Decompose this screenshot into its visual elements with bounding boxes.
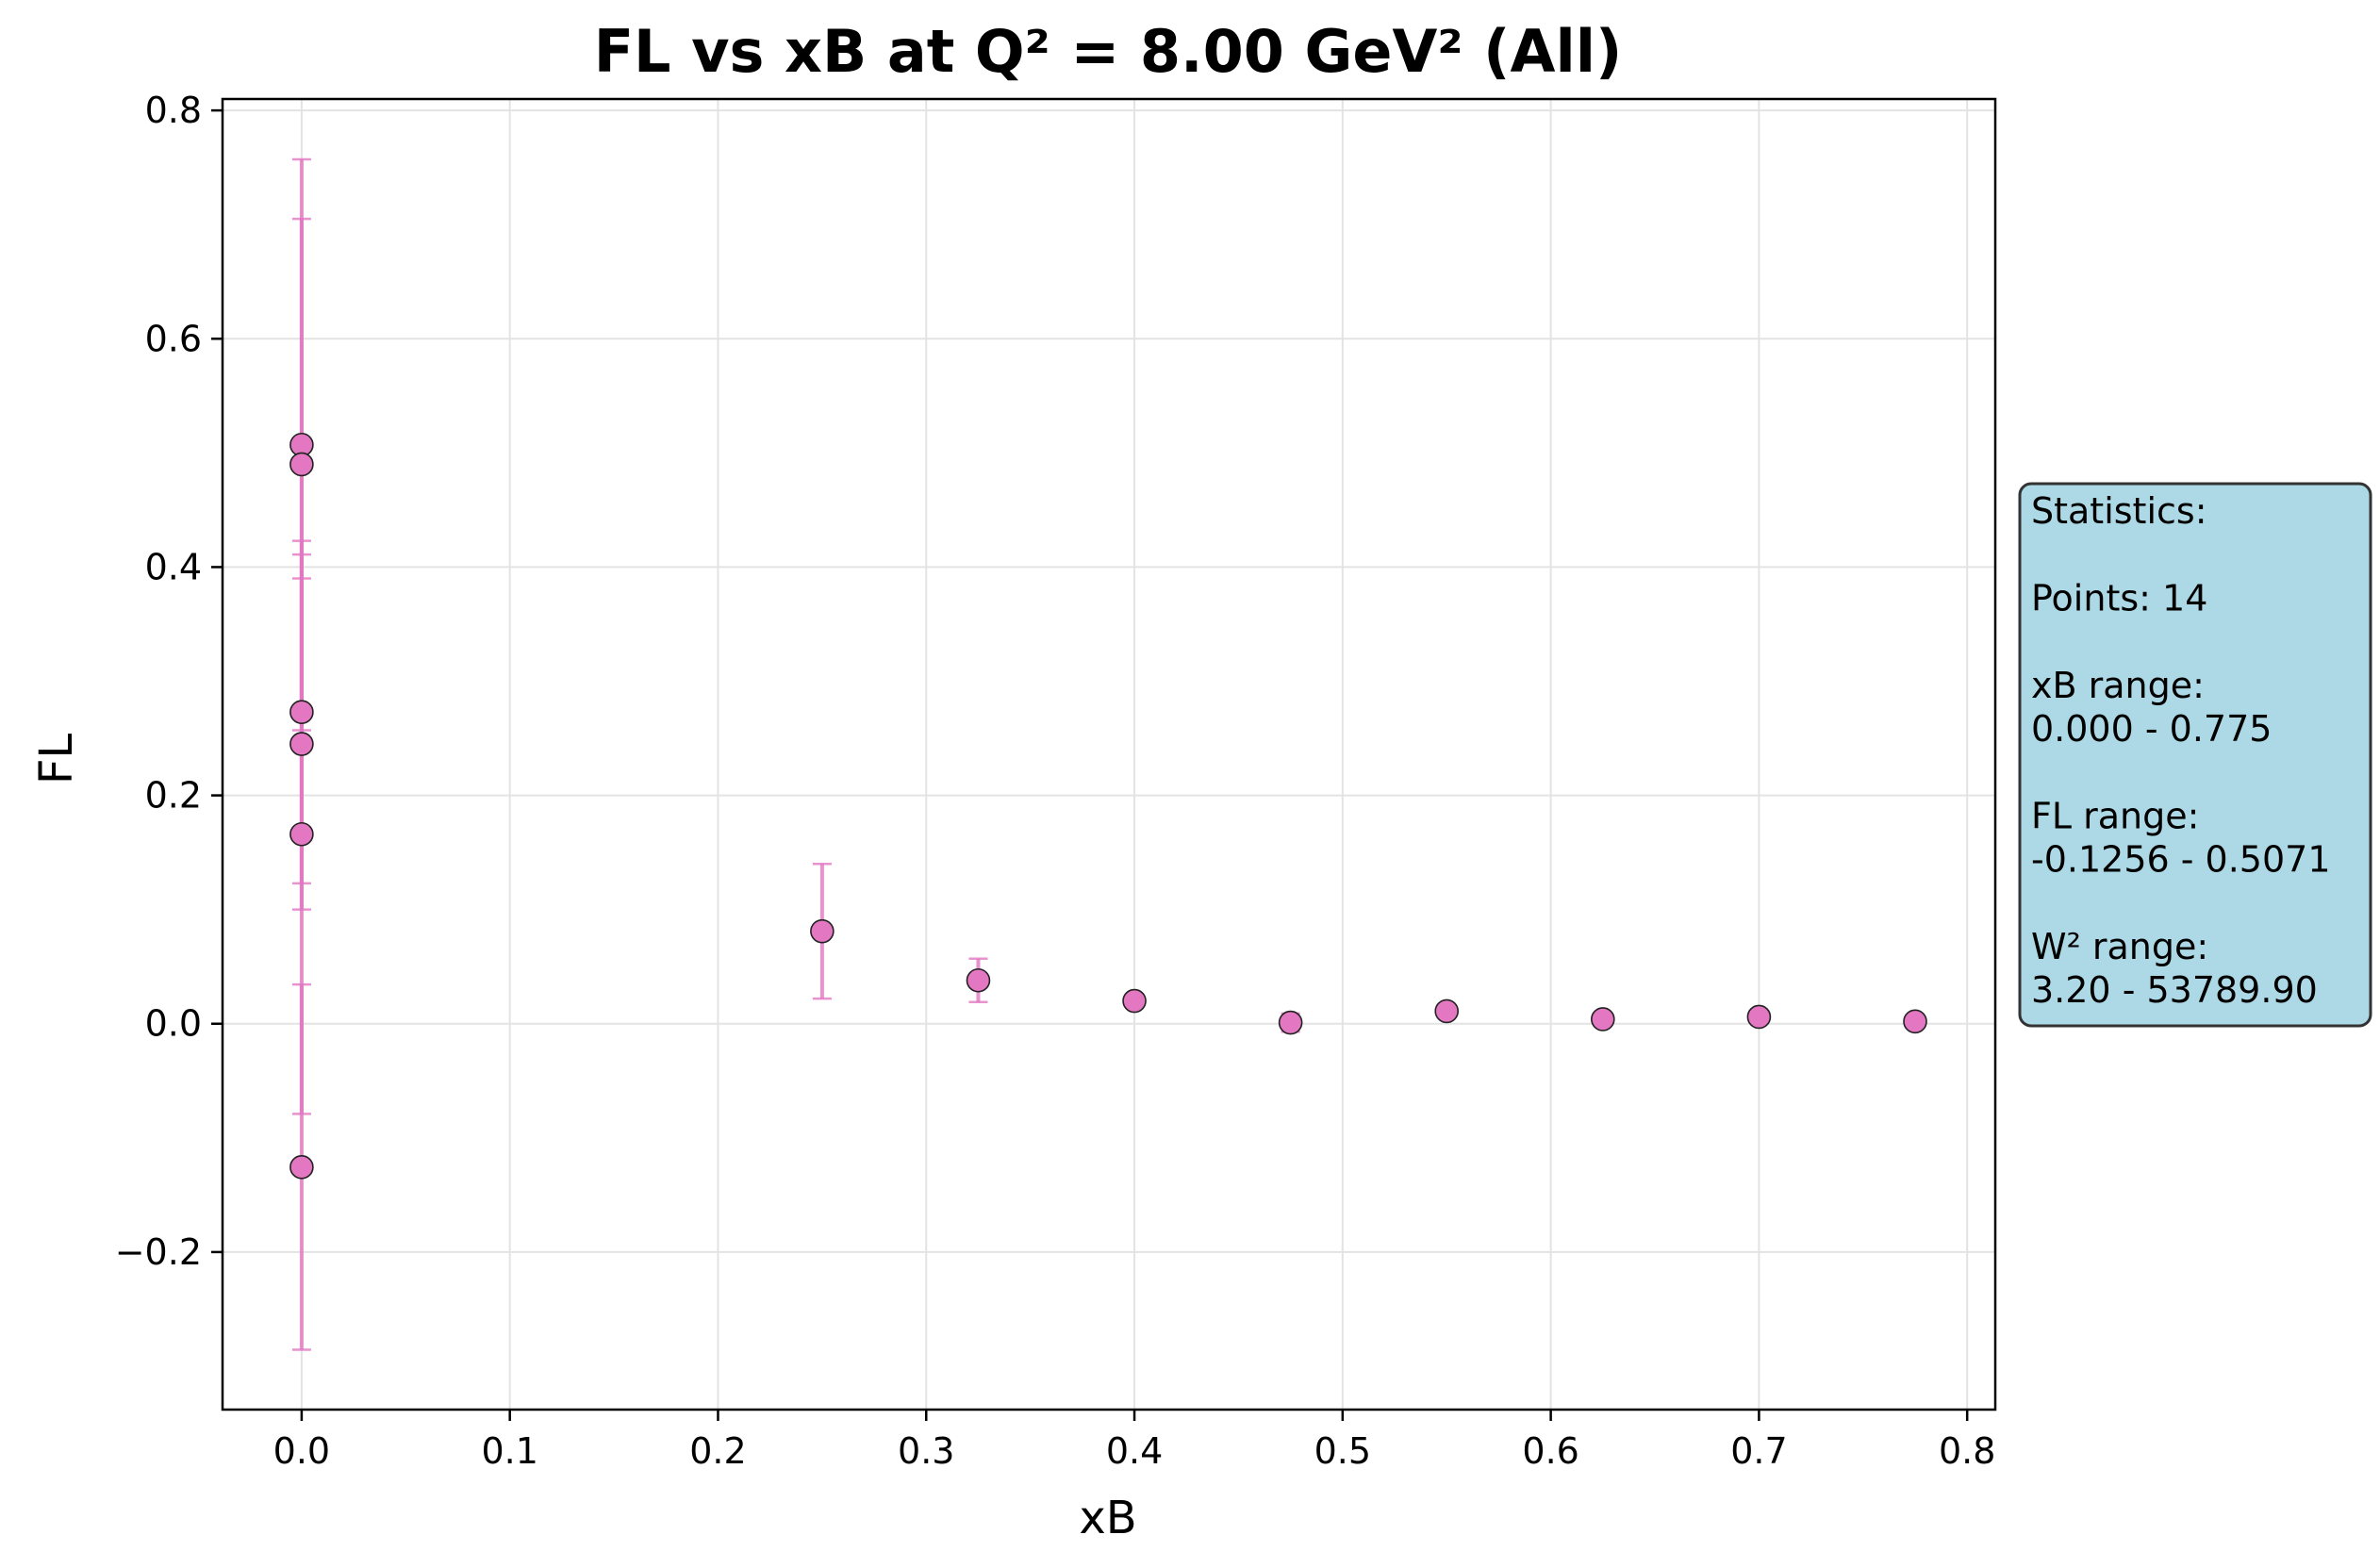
x-tick-label: 0.8 — [1939, 1430, 1995, 1472]
x-tick-label: 0.5 — [1314, 1430, 1371, 1472]
data-point — [289, 821, 314, 847]
plot-area — [223, 99, 1995, 1410]
chart-title: FL vs xB at Q² = 8.00 GeV² (All) — [594, 17, 1623, 86]
data-point — [1591, 1007, 1615, 1032]
data-point — [966, 967, 991, 993]
x-tick-label: 0.6 — [1522, 1430, 1578, 1472]
statistics-line: 3.20 - 53789.90 — [2031, 969, 2318, 1011]
data-point — [289, 700, 314, 725]
x-tick-label: 0.7 — [1730, 1430, 1787, 1472]
x-tick-label: 0.3 — [898, 1430, 954, 1472]
x-tick-label: 0.2 — [689, 1430, 746, 1472]
y-tick-label: −0.2 — [115, 1231, 202, 1273]
statistics-line: Points: 14 — [2031, 577, 2207, 619]
data-point — [289, 732, 314, 756]
data-point — [1746, 1004, 1772, 1030]
data-point — [1122, 988, 1147, 1014]
plot-frame — [221, 97, 1997, 1411]
statistics-box-background — [2018, 482, 2372, 1028]
data-point — [1278, 1010, 1303, 1035]
statistics-line: xB range: — [2031, 665, 2205, 706]
y-tick-label: 0.6 — [145, 318, 202, 359]
data-point — [1903, 1009, 1927, 1034]
x-axis-label: xB — [1079, 1492, 1136, 1544]
y-tick-label: 0.4 — [145, 546, 202, 587]
statistics-line: W² range: — [2031, 926, 2208, 967]
statistics-line: -0.1256 - 0.5071 — [2031, 839, 2331, 881]
x-tick-label: 0.1 — [481, 1430, 537, 1472]
y-tick-label: 0.8 — [145, 90, 202, 131]
statistics-box: Statistics: Points: 14 xB range:0.000 - 0.… — [2018, 482, 2372, 1028]
x-tick-label: 0.0 — [273, 1430, 330, 1472]
x-axis-ticks: 0.0 0.1 0.2 0.3 0.4 0.5 0.6 0.7 0.8 — [273, 1410, 1995, 1472]
y-tick-label: 0.2 — [145, 775, 202, 817]
data-points — [289, 432, 1927, 1180]
data-point — [289, 1155, 314, 1180]
y-axis-label: FL — [30, 734, 83, 785]
y-axis-ticks: −0.2 0.0 0.2 0.4 0.6 0.8 — [115, 90, 223, 1273]
data-point — [289, 452, 314, 477]
grid — [223, 99, 1995, 1410]
data-point — [810, 918, 835, 944]
y-tick-label: 0.0 — [145, 1003, 202, 1045]
statistics-line: FL range: — [2031, 795, 2199, 836]
statistics-line: Statistics: — [2031, 490, 2207, 532]
x-tick-label: 0.4 — [1106, 1430, 1163, 1472]
data-point — [1434, 999, 1460, 1024]
statistics-line: 0.000 - 0.775 — [2031, 708, 2272, 750]
